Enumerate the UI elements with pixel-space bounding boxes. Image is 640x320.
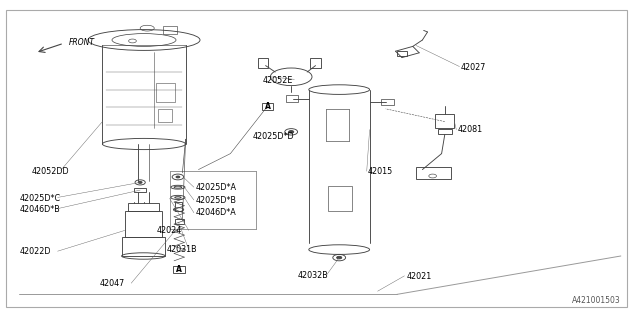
Text: 42022D: 42022D bbox=[19, 247, 51, 256]
Text: 42025D*D: 42025D*D bbox=[253, 132, 294, 140]
Text: 42047: 42047 bbox=[99, 279, 124, 288]
Circle shape bbox=[176, 176, 180, 178]
Text: 42027: 42027 bbox=[461, 63, 486, 72]
Text: 42025D*B: 42025D*B bbox=[195, 196, 236, 204]
Text: 42021: 42021 bbox=[406, 272, 431, 281]
Text: A: A bbox=[176, 265, 182, 274]
Circle shape bbox=[337, 256, 342, 259]
FancyBboxPatch shape bbox=[262, 103, 273, 110]
Text: A421001503: A421001503 bbox=[572, 296, 621, 305]
Text: A: A bbox=[264, 102, 271, 111]
Circle shape bbox=[138, 181, 142, 183]
Text: 42081: 42081 bbox=[458, 125, 483, 134]
Text: 42046D*A: 42046D*A bbox=[195, 208, 236, 217]
Text: 42052DD: 42052DD bbox=[32, 167, 70, 176]
Text: 42032B: 42032B bbox=[298, 271, 328, 280]
Text: FRONT: FRONT bbox=[69, 38, 95, 47]
Circle shape bbox=[289, 131, 294, 133]
Text: 42015: 42015 bbox=[368, 167, 393, 176]
FancyBboxPatch shape bbox=[173, 266, 185, 273]
Text: 42024: 42024 bbox=[157, 226, 182, 235]
Text: 42025D*A: 42025D*A bbox=[195, 183, 236, 192]
Text: 42052E: 42052E bbox=[262, 76, 292, 84]
Text: 42031B: 42031B bbox=[166, 245, 197, 254]
Text: 42025D*C: 42025D*C bbox=[19, 194, 60, 203]
Text: 42046D*B: 42046D*B bbox=[19, 205, 60, 214]
FancyBboxPatch shape bbox=[6, 10, 627, 307]
